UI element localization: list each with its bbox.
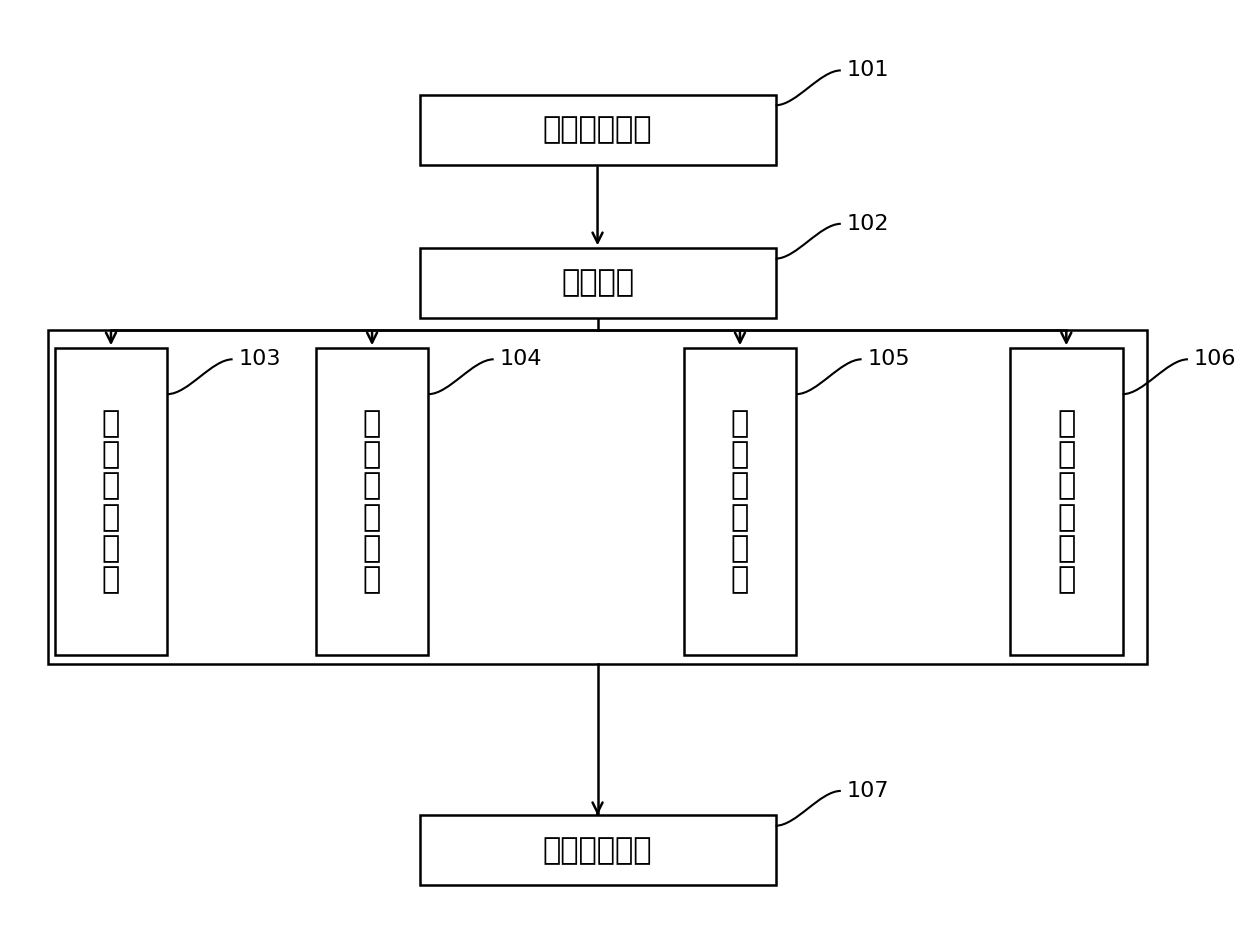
Bar — [419, 815, 775, 885]
Bar — [419, 95, 775, 164]
Text: 第
三
设
置
模
块: 第 三 设 置 模 块 — [730, 409, 749, 595]
Bar — [1009, 348, 1122, 655]
Text: 106: 106 — [1194, 349, 1236, 370]
Text: 103: 103 — [238, 349, 281, 370]
Text: 接收控制模块: 接收控制模块 — [543, 115, 652, 144]
Text: 107: 107 — [847, 781, 889, 801]
Text: 105: 105 — [868, 349, 910, 370]
Text: 104: 104 — [500, 349, 542, 370]
Bar — [683, 348, 796, 655]
Text: 第
四
设
置
模
块: 第 四 设 置 模 块 — [1058, 409, 1075, 595]
Text: 101: 101 — [847, 60, 889, 81]
Text: 102: 102 — [847, 214, 889, 234]
Text: 发送控制模块: 发送控制模块 — [543, 836, 652, 865]
Text: 第
一
设
置
模
块: 第 一 设 置 模 块 — [102, 409, 120, 595]
Text: 第
二
设
置
模
块: 第 二 设 置 模 块 — [363, 409, 381, 595]
Bar — [48, 329, 1147, 664]
Bar — [419, 249, 775, 318]
Text: 判断模块: 判断模块 — [560, 268, 634, 297]
Bar — [55, 348, 167, 655]
Bar — [316, 348, 429, 655]
